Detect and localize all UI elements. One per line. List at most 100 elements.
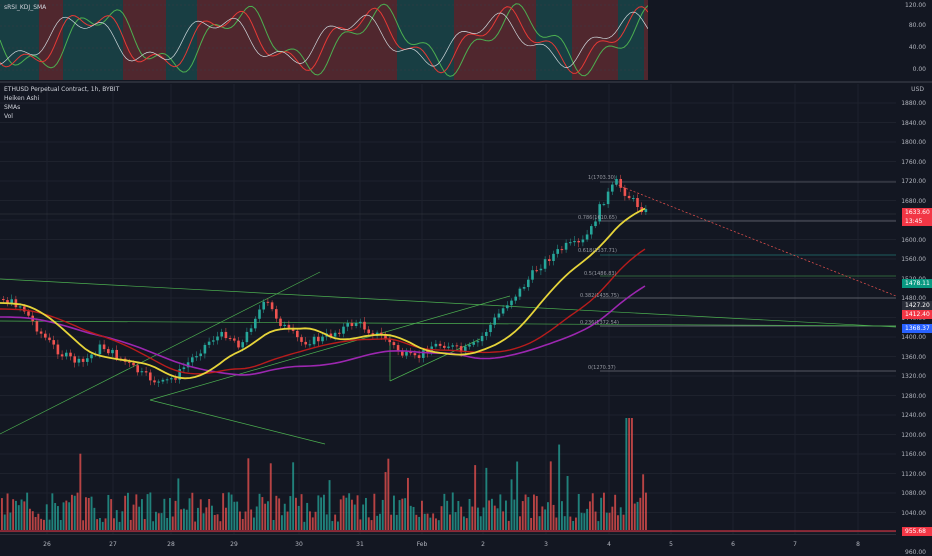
candle-body [455, 345, 459, 347]
main-chart[interactable]: ETHUSD Perpetual Contract, 1h, BYBIT Hei… [0, 84, 896, 534]
volume-bar [334, 514, 337, 530]
indicator-zone [123, 0, 166, 80]
candle-body [518, 288, 522, 297]
candle-body [308, 344, 312, 346]
sma-slow [0, 285, 646, 376]
price-axis-label: 1200.00 [901, 431, 926, 439]
indicator-label[interactable]: sRSI_KDJ_SMA [4, 4, 47, 11]
volume-bar [373, 493, 376, 530]
volume-bar [157, 513, 160, 530]
volume-bar [264, 503, 267, 530]
volume-bar [101, 521, 104, 530]
candle-body [594, 221, 597, 227]
volume-bar [325, 514, 328, 530]
volume-bar [107, 494, 110, 530]
volume-bar [73, 495, 76, 530]
candle-body [287, 324, 291, 328]
volume-bar [359, 519, 362, 530]
candle-body [426, 350, 429, 354]
volume-bar [110, 499, 113, 530]
candle-body [300, 337, 303, 342]
volume-bar [491, 498, 493, 530]
volume-bar [9, 512, 12, 530]
volume-bar [415, 514, 418, 530]
volume-bar [219, 521, 222, 530]
volume-bar [625, 418, 628, 530]
volume-bar [113, 518, 115, 530]
price-tag-countdown: 13:45 [902, 217, 932, 226]
price-axis-label: 1040.00 [901, 509, 926, 517]
volume-bar [208, 498, 211, 530]
indicator-axis[interactable]: 120.00 80.00 40.00 0.00 [896, 0, 932, 80]
indicator-zone [572, 0, 618, 80]
indicator-zone [536, 0, 572, 80]
volume-bar [538, 516, 541, 530]
candle-body [434, 343, 438, 347]
candle-body [136, 365, 139, 373]
price-axis-label: 1720.00 [901, 178, 926, 185]
candle-body [602, 204, 606, 206]
volume-bar [605, 512, 608, 530]
ind-axis-0: 120.00 [905, 2, 926, 9]
volume-bar [166, 517, 169, 530]
candle-body [632, 198, 635, 200]
currency-label[interactable]: USD [911, 86, 924, 93]
candle-body [522, 287, 526, 289]
price-axis[interactable]: USD 1880.00 1840.00 1800.00 1760.00 1720.00 1… [896, 84, 932, 556]
volume-bar [580, 512, 583, 530]
indicator-zone [197, 0, 243, 80]
trend-line [0, 278, 896, 328]
volume-bar [76, 492, 79, 530]
volume-bar [295, 497, 297, 530]
candle-body [27, 311, 30, 316]
volume-bar [407, 477, 409, 530]
volume-bar [278, 498, 281, 530]
candle-body [342, 326, 345, 334]
volume-bar [23, 501, 26, 530]
candle-body [350, 323, 354, 326]
volume-bar [395, 514, 398, 530]
candle-body [65, 352, 68, 357]
candle-body [514, 296, 517, 301]
overlay-smas[interactable]: SMAs [4, 104, 21, 111]
candle-body [489, 324, 492, 333]
candle-body [468, 344, 471, 347]
overlay-heiken-ashi[interactable]: Heiken Ashi [4, 95, 40, 102]
volume-bar [303, 521, 306, 530]
candle-body [195, 356, 198, 358]
volume-bar [575, 517, 577, 530]
fib-1: 1(1703.30) [588, 175, 616, 181]
candle-body [140, 371, 144, 373]
indicator-zone [328, 0, 370, 80]
indicator-panel[interactable]: sRSI_KDJ_SMA [0, 0, 648, 80]
volume-bar [499, 494, 502, 530]
candle-body [447, 346, 450, 348]
volume-bar [617, 515, 619, 530]
candle-body [564, 242, 568, 250]
candle-body [69, 352, 72, 357]
overlay-vol[interactable]: Vol [4, 113, 13, 120]
volume-bar [244, 511, 247, 530]
price-axis-label: 1400.00 [901, 334, 926, 341]
price-axis-label: 1560.00 [901, 256, 926, 263]
price-tag-sma-mid: 1412.40 [902, 310, 932, 319]
symbol-title[interactable]: ETHUSD Perpetual Contract, 1h, BYBIT [4, 86, 120, 93]
volume-bar [370, 520, 373, 530]
indicator-zone [644, 0, 648, 80]
volume-bar [362, 504, 365, 530]
price-axis-label: 1320.00 [901, 373, 926, 380]
price-axis-label: 1480.00 [901, 295, 926, 302]
panel-divider[interactable] [0, 81, 932, 83]
volume-bar [129, 519, 132, 530]
price-axis-label: 1600.00 [901, 236, 926, 244]
candle-body [367, 329, 370, 334]
volume-bar [306, 502, 309, 530]
volume-bar [205, 507, 208, 530]
candle-body [388, 339, 391, 343]
x-label-27: 27 [109, 541, 117, 548]
volume-bar [149, 492, 152, 530]
time-axis[interactable]: 26 27 28 29 30 31 Feb 2 3 4 5 6 7 8 [0, 534, 896, 551]
candle-body [333, 332, 337, 337]
candle-body [233, 338, 236, 341]
indicator-zone [243, 0, 282, 80]
